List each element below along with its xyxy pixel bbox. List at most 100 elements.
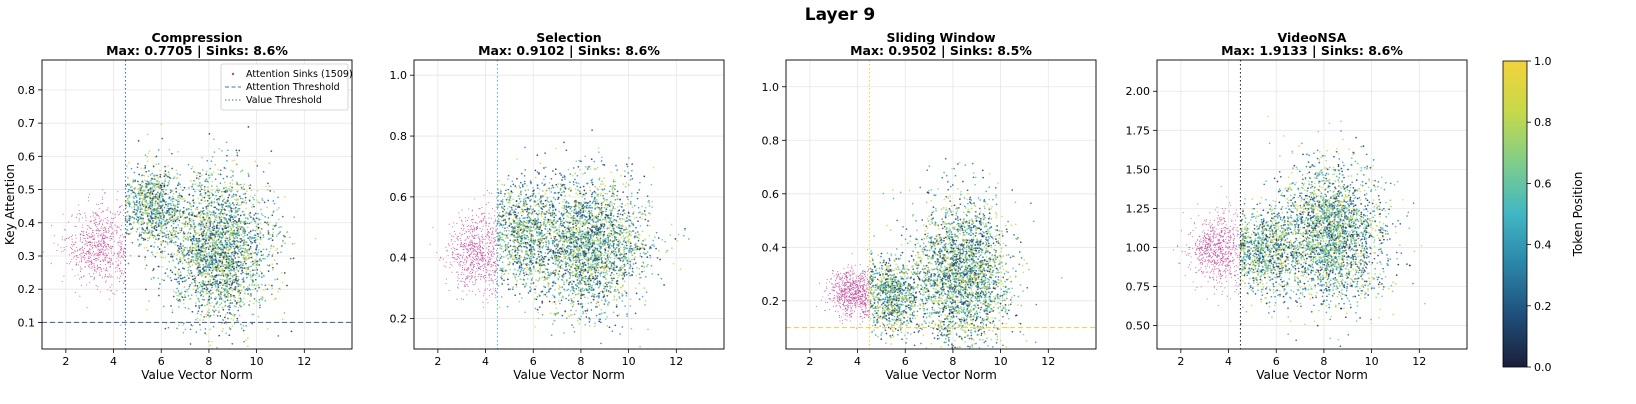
sink-point [104,249,106,251]
data-point [193,249,196,252]
sink-point [467,245,469,247]
data-point [203,185,206,188]
data-point [193,279,196,282]
data-point [237,319,239,322]
data-point [190,205,193,208]
sink-point [88,225,90,227]
data-point [201,250,204,253]
legend-entry: Attention Sinks (1509) [246,69,353,80]
data-point [195,239,198,242]
sink-point [491,270,494,272]
data-point [196,259,199,262]
data-point [190,218,193,220]
data-point [217,233,219,236]
data-point [205,246,208,249]
data-point [257,233,259,236]
data-point [202,244,204,247]
sink-point [487,270,489,272]
sink-point [495,268,497,270]
sink-point [468,225,470,227]
data-point [202,223,204,225]
data-point [229,243,232,246]
data-point [249,300,251,302]
data-point [150,179,152,182]
sink-point [77,250,79,252]
data-point [249,215,252,218]
sink-point [488,295,490,297]
sink-point [100,211,102,213]
sink-point [89,241,91,243]
sink-point [97,249,99,251]
sink-point [72,251,74,254]
data-point [215,242,217,245]
sink-point [483,264,485,266]
data-point [157,277,160,280]
data-point [182,240,185,242]
data-point [192,256,195,258]
data-point [182,298,185,301]
data-point [194,283,197,285]
data-point [234,252,237,255]
data-point [221,231,224,234]
sink-point [463,251,465,254]
sink-point [480,220,482,223]
data-point [220,202,223,205]
sink-point [463,228,465,230]
sink-point [493,270,495,272]
sink-point [482,257,484,259]
data-point [232,193,235,196]
data-point [240,305,242,308]
data-point [253,239,256,242]
data-point [272,228,274,230]
sink-point [95,258,97,260]
sink-point [94,266,96,268]
data-point [270,150,273,152]
data-point [164,222,167,225]
sink-point [81,246,83,248]
sink-point [87,253,89,255]
data-point [217,268,219,271]
data-point [128,223,131,226]
sink-point [63,229,65,231]
sink-point [489,222,491,224]
data-point [217,238,220,241]
data-point [259,232,262,235]
sink-point [85,220,87,222]
data-point [208,308,210,311]
sink-point [110,250,112,252]
data-point [198,215,201,218]
data-point [226,265,229,268]
data-point [171,208,174,210]
data-point [258,306,261,309]
sink-point [97,246,99,248]
data-point [223,305,226,308]
data-point [217,306,220,308]
data-point [227,149,229,152]
data-point [224,190,227,192]
sink-point [445,283,447,285]
data-point [150,203,153,206]
sink-point [472,244,474,246]
data-point [174,243,177,246]
data-point [248,247,251,250]
data-point [172,222,175,225]
data-point [200,213,203,216]
sink-point [469,278,471,281]
sink-point [91,233,93,235]
data-point [149,183,152,185]
sink-point [480,278,482,280]
data-point [133,206,136,208]
sink-point [457,276,459,278]
data-point [242,277,245,279]
data-point [255,248,257,251]
data-point [257,226,260,229]
sink-point [112,263,114,265]
data-point [255,300,258,302]
data-point [171,309,174,311]
data-point [176,271,179,273]
data-point [126,232,128,235]
data-point [234,288,236,291]
sink-point [445,278,448,280]
data-point [222,256,225,259]
data-point [256,260,258,263]
